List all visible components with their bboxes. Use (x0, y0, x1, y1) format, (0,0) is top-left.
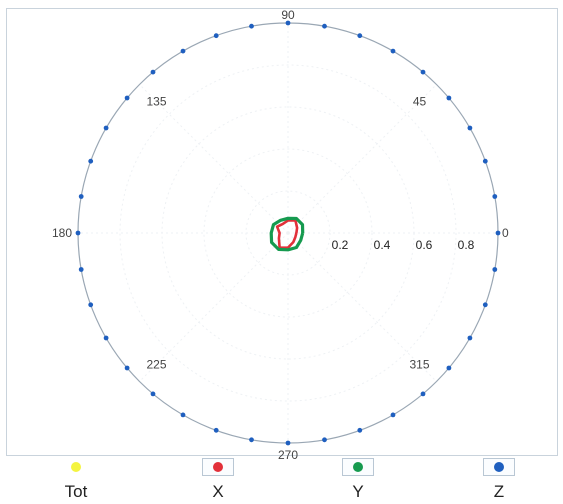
legend-dot-icon (213, 462, 223, 472)
grid-ring (203, 148, 373, 318)
angle-label-180: 180 (52, 226, 72, 240)
angle-label-0: 0 (502, 226, 509, 240)
grid-spoke (139, 84, 289, 234)
series-z-point (213, 33, 219, 39)
series-z-point (124, 95, 130, 101)
grid-ring (119, 64, 457, 402)
series-z-point (495, 230, 501, 236)
plot-area (6, 8, 558, 456)
radial-label: 0.8 (458, 238, 475, 252)
series-z-point (492, 194, 498, 199)
series-x-line (275, 219, 299, 249)
angle-label-315: 315 (409, 358, 429, 372)
series-z-point (322, 23, 327, 29)
series-z-point (420, 69, 426, 75)
grid-spoke (139, 232, 289, 382)
series-z-point (249, 437, 254, 443)
polar-chart: 0 45 90 135 180 225 270 315 0.2 0.4 0.6 0.8 (52, 8, 509, 460)
legend-dot-icon (353, 462, 363, 472)
series-z-point (88, 302, 94, 308)
angle-label-45: 45 (413, 95, 427, 109)
series-z-point (482, 158, 488, 164)
series-z-point (446, 365, 452, 371)
series-z-point (357, 33, 363, 39)
legend-label-tot: Tot (64, 482, 88, 501)
series-z-point (88, 158, 94, 164)
series-z-point (103, 125, 109, 131)
legend-swatch-x (202, 458, 234, 476)
series-z-point (420, 391, 426, 397)
legend-item-z[interactable]: Z (479, 458, 519, 502)
angle-label-270: 270 (278, 448, 298, 460)
series-z-point (249, 23, 254, 29)
legend-label-y: Y (352, 482, 364, 501)
series-z-point (467, 335, 473, 341)
radial-label: 0.6 (416, 238, 433, 252)
series-z-point (467, 125, 473, 131)
series-z-point (390, 412, 396, 418)
series-z-point (78, 194, 84, 199)
series-z-point (150, 69, 156, 75)
grid-spoke (287, 232, 437, 382)
angle-label-135: 135 (146, 95, 166, 109)
series-z-point (482, 302, 488, 308)
series-z-point (150, 391, 156, 397)
legend: Tot X Y Z (0, 456, 563, 504)
series-z-point (446, 95, 452, 101)
legend-item-y[interactable]: Y (338, 458, 378, 502)
series-z-point (103, 335, 109, 341)
legend-label-z: Z (493, 482, 505, 501)
angle-label-225: 225 (146, 358, 166, 372)
legend-dot-icon (494, 462, 504, 472)
grid-spoke (287, 84, 437, 234)
series-z-point (78, 267, 84, 272)
series-z-point (180, 412, 186, 418)
series-z-point (285, 20, 291, 26)
series-z-point (492, 267, 498, 272)
legend-swatch-y (342, 458, 374, 476)
series-y-line (269, 216, 305, 252)
angle-label-90: 90 (281, 8, 295, 22)
legend-swatch-z (483, 458, 515, 476)
legend-swatch-tot (60, 458, 92, 476)
series-z-point (322, 437, 327, 443)
legend-item-tot[interactable]: Tot (56, 458, 96, 502)
series-z-point (390, 48, 396, 54)
series-z-point (124, 365, 130, 371)
series-z-point (75, 230, 81, 236)
legend-dot-icon (71, 462, 81, 472)
legend-label-x: X (212, 482, 224, 501)
series-z-point (357, 427, 363, 433)
series-z-point (180, 48, 186, 54)
legend-item-x[interactable]: X (198, 458, 238, 502)
radial-label: 0.4 (374, 238, 391, 252)
radial-label: 0.2 (332, 238, 349, 252)
series-z-point (285, 440, 291, 446)
series-z-point (213, 427, 219, 433)
